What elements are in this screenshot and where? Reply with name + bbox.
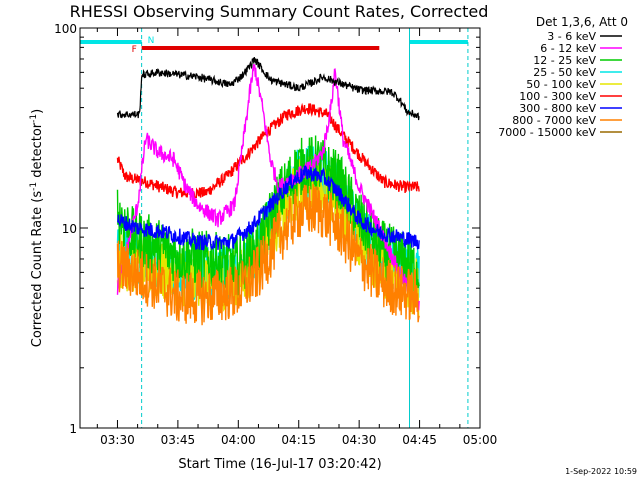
- legend-entry-label: 100 - 300 keV: [519, 90, 596, 103]
- x-axis-label: Start Time (16-Jul-17 03:20:42): [178, 457, 381, 472]
- x-tick-label: 04:00: [221, 433, 256, 447]
- flag-label-F: F: [132, 45, 137, 55]
- legend-entry-label: 25 - 50 keV: [533, 66, 596, 79]
- y-tick-label: 100: [54, 22, 77, 36]
- x-tick-label: 03:45: [161, 433, 196, 447]
- x-tick-label: 05:00: [463, 433, 498, 447]
- flag-bars: NF: [80, 36, 468, 55]
- series-line: [116, 57, 420, 121]
- legend-entry-label: 6 - 12 keV: [540, 42, 596, 55]
- timestamp: 1-Sep-2022 10:59: [565, 467, 637, 476]
- y-tick-label: 10: [62, 222, 77, 236]
- x-tick-label: 04:15: [281, 433, 316, 447]
- legend-entry-label: 3 - 6 keV: [547, 30, 596, 43]
- legend-entry-label: 800 - 7000 keV: [512, 114, 596, 127]
- legend-entry-label: 300 - 800 keV: [519, 102, 596, 115]
- x-tick-label: 03:30: [100, 433, 135, 447]
- series-line: [116, 183, 420, 326]
- legend-entry-label: 12 - 25 keV: [533, 54, 596, 67]
- legend-entry-label: 50 - 100 keV: [526, 78, 596, 91]
- series-line: [116, 102, 420, 199]
- legend-entry-label: 7000 - 15000 keV: [498, 126, 596, 139]
- series-line: [116, 63, 420, 311]
- x-tick-label: 04:30: [342, 433, 377, 447]
- y-tick-label: 1: [69, 422, 77, 436]
- flag-label-N: N: [148, 36, 155, 46]
- data-series: [116, 57, 420, 326]
- x-tick-label: 04:45: [402, 433, 437, 447]
- axes: 1 10 100 03:30 03:45 04:00 04:15 04:30 04:45 05:0…: [54, 22, 497, 447]
- y-axis-label: Corrected Count Rate (s-1 detector-1): [29, 109, 45, 347]
- chart-title: RHESSI Observing Summary Count Rates, Co…: [70, 2, 489, 21]
- series-line: [116, 165, 420, 251]
- legend-header: Det 1,3,6, Att 0: [536, 15, 628, 29]
